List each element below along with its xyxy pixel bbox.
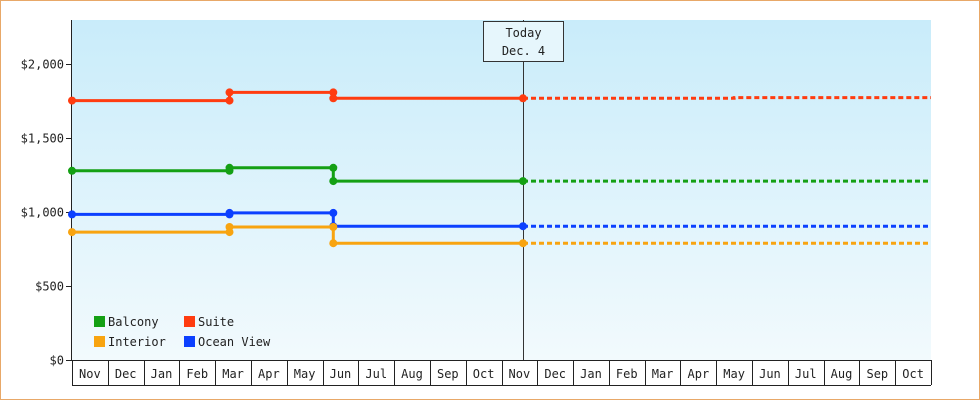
legend: Balcony Suite Interior Ocean View (94, 315, 271, 349)
series-line (72, 90, 523, 103)
data-point (329, 239, 338, 248)
today-label: Today Dec. 4 (483, 21, 564, 62)
today-label-line1: Today (505, 26, 541, 40)
legend-swatch (94, 336, 105, 347)
legend-swatch (94, 316, 105, 327)
series-suite (68, 88, 931, 105)
y-tick-label: $1,500 (21, 132, 64, 146)
series-line (72, 166, 523, 183)
series-lines (68, 88, 931, 248)
x-axis-months: Nov Dec Jan Feb Mar Apr May Jun Jul Aug Sep Oct Nov D… (72, 360, 932, 386)
series-line (72, 225, 523, 245)
x-tick-label: Oct (902, 367, 924, 381)
y-tick-label: $2,000 (21, 58, 64, 72)
legend-label: Balcony (108, 315, 159, 329)
x-tick-label: Dec (544, 367, 566, 381)
data-point (68, 96, 76, 105)
data-point (225, 163, 234, 172)
data-point (329, 94, 338, 103)
data-point (519, 239, 527, 248)
x-tick-label: Sep (866, 367, 888, 381)
data-point (329, 177, 338, 186)
y-tick-label: $500 (35, 280, 64, 294)
x-tick-label: Oct (473, 367, 495, 381)
y-axis-ticks: $0 $500 $1,000 $1,500 $2,000 (21, 58, 72, 368)
x-tick-label: Dec (115, 367, 137, 381)
y-tick-label: $1,000 (21, 206, 64, 220)
x-tick-label: Jan (580, 367, 602, 381)
x-tick-label: Jun (759, 367, 781, 381)
x-tick-label: Mar (222, 367, 244, 381)
data-point (68, 210, 76, 219)
data-point (329, 163, 338, 172)
x-tick-label: Apr (258, 367, 280, 381)
series-line (72, 211, 523, 228)
x-tick-label: Apr (688, 367, 710, 381)
legend-label: Suite (198, 315, 234, 329)
x-tick-label: Aug (401, 367, 423, 381)
data-point (519, 94, 527, 103)
x-tick-label: Jul (795, 367, 817, 381)
data-point (329, 88, 338, 97)
series-balcony (68, 163, 931, 186)
x-tick-label: Jun (330, 367, 352, 381)
data-point (329, 223, 338, 231)
today-label-line2: Dec. 4 (502, 44, 545, 58)
x-tick-label: May (723, 367, 745, 381)
legend-label: Interior (108, 335, 166, 349)
data-point (225, 96, 234, 105)
data-point (329, 208, 338, 217)
plot-background (72, 20, 931, 360)
data-point (519, 177, 527, 186)
data-point (68, 228, 76, 237)
x-tick-label: Jan (151, 367, 173, 381)
series-interior (68, 223, 931, 248)
x-tick-label: May (294, 367, 316, 381)
x-tick-label: Jul (365, 367, 387, 381)
legend-swatch (184, 336, 195, 347)
y-tick-label: $0 (50, 354, 64, 368)
x-tick-label: Nov (79, 367, 101, 381)
x-tick-label: Sep (437, 367, 459, 381)
data-point (68, 166, 76, 175)
data-point (225, 223, 234, 231)
x-tick-label: Feb (186, 367, 208, 381)
data-point (225, 208, 234, 217)
x-tick-label: Aug (831, 367, 853, 381)
data-point (225, 88, 234, 97)
today-label-box (483, 21, 564, 62)
data-point (519, 222, 527, 231)
series-projection (523, 96, 931, 100)
x-tick-label: Feb (616, 367, 638, 381)
x-tick-label: Mar (652, 367, 674, 381)
legend-swatch (184, 316, 195, 327)
x-tick-label: Nov (509, 367, 531, 381)
legend-label: Ocean View (198, 335, 271, 349)
